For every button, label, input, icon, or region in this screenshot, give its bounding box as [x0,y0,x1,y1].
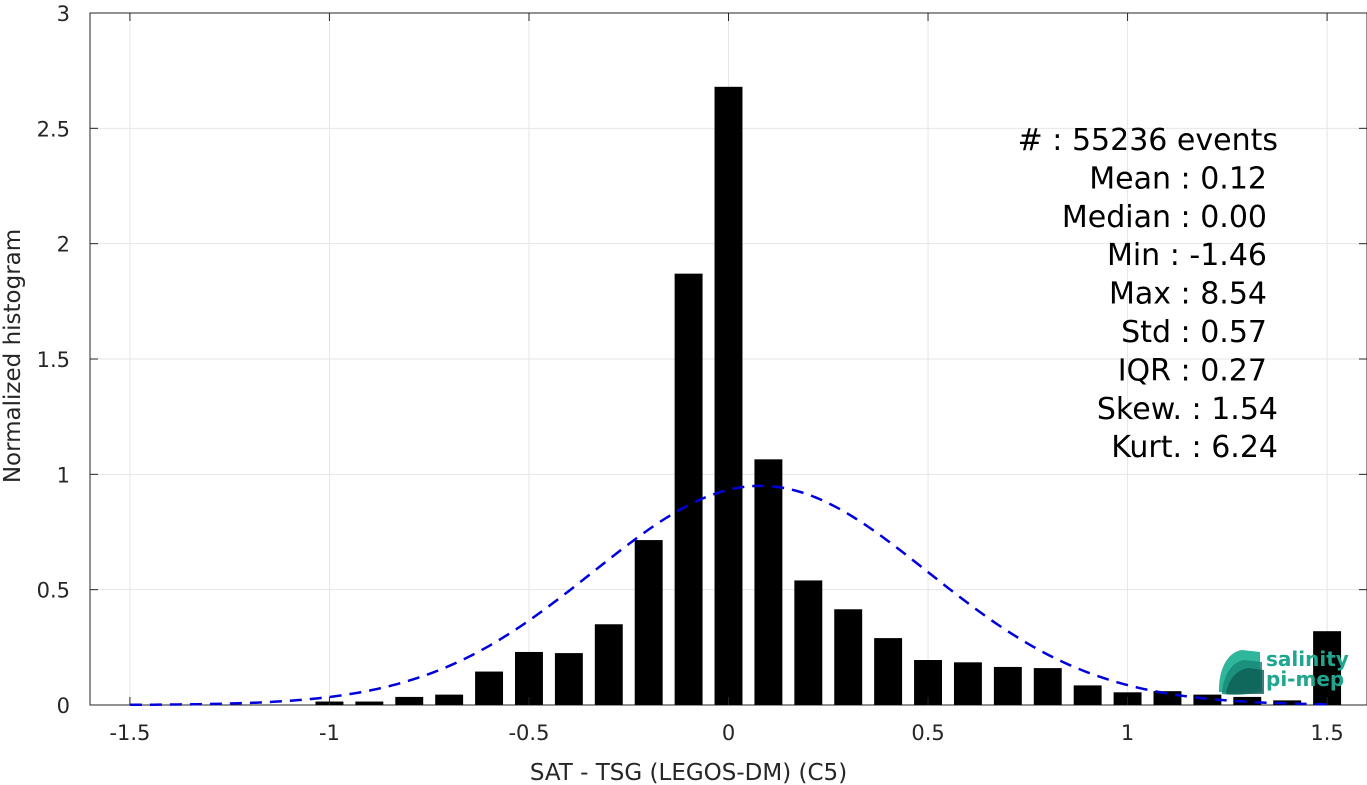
histogram-bar [594,624,623,705]
histogram-bar [475,671,504,705]
y-tick-label: 1 [57,463,70,487]
histogram-bar [435,694,464,705]
histogram-bar [714,86,743,705]
histogram-bar [1153,691,1182,705]
histogram-bar [1273,700,1302,705]
histogram-bar [993,666,1022,705]
histogram-bar [874,638,903,705]
gaussian-fit-curve [129,484,1328,707]
histogram-bar [1233,696,1262,705]
histogram-bar [1033,668,1062,705]
histogram-bar [1193,694,1222,705]
logo-text-line2: pi-mep [1266,667,1344,691]
logo-text-line1: salinity [1266,647,1349,671]
y-tick-label: 0.5 [37,579,70,603]
stats-line: IQR : 0.27 [1118,353,1267,388]
x-tick-label: 0 [722,721,735,745]
stats-line: Max : 8.54 [1109,277,1267,312]
wave-logo-icon [1219,650,1264,695]
stats-line: Median : 0.00 [1062,200,1267,235]
y-tick-label: 3 [57,2,70,26]
histogram-bar [515,651,543,705]
x-axis-ticks: -1.5 -1 -0.5 0 0.5 1 1.5 [109,13,1344,745]
x-tick-label: -0.5 [508,721,549,745]
stats-line: Mean : 0.12 [1089,161,1267,196]
x-tick-label: 1 [1121,721,1134,745]
y-tick-label: 2.5 [37,117,70,141]
histogram-bar [794,580,823,705]
stats-line: Std : 0.57 [1121,315,1267,350]
histogram-bar [953,662,982,705]
histogram-bar [754,459,783,705]
histogram-bars [315,86,1342,705]
stats-line: Kurt. : 6.24 [1111,430,1278,465]
x-axis-label: SAT - TSG (LEGOS-DM) (C5) [530,760,847,785]
histogram-bar [674,273,703,705]
histogram-bar [834,609,863,705]
y-tick-label: 1.5 [37,348,70,372]
histogram-bar [634,540,663,705]
y-tick-label: 0 [57,694,70,718]
histogram-bar [355,701,384,705]
stats-line: # : 55236 events [1018,123,1278,158]
stats-line: Skew. : 1.54 [1097,392,1278,427]
histogram-bar [1313,631,1342,705]
histogram-bar [1073,685,1102,705]
x-tick-label: -1.5 [109,721,150,745]
x-tick-label: -1 [319,721,340,745]
x-tick-label: 1.5 [1310,721,1343,745]
y-axis-ticks: 0 0.5 1 1.5 2 2.5 3 [37,2,1367,718]
salinity-pi-mep-logo: salinity pi-mep [1219,647,1349,695]
y-axis-label: Normalized histogram [0,229,26,483]
x-tick-label: 0.5 [911,721,944,745]
y-tick-label: 2 [57,233,70,257]
histogram-bar [554,653,583,705]
stats-line: Min : -1.46 [1107,238,1267,273]
histogram-bar [395,696,424,705]
